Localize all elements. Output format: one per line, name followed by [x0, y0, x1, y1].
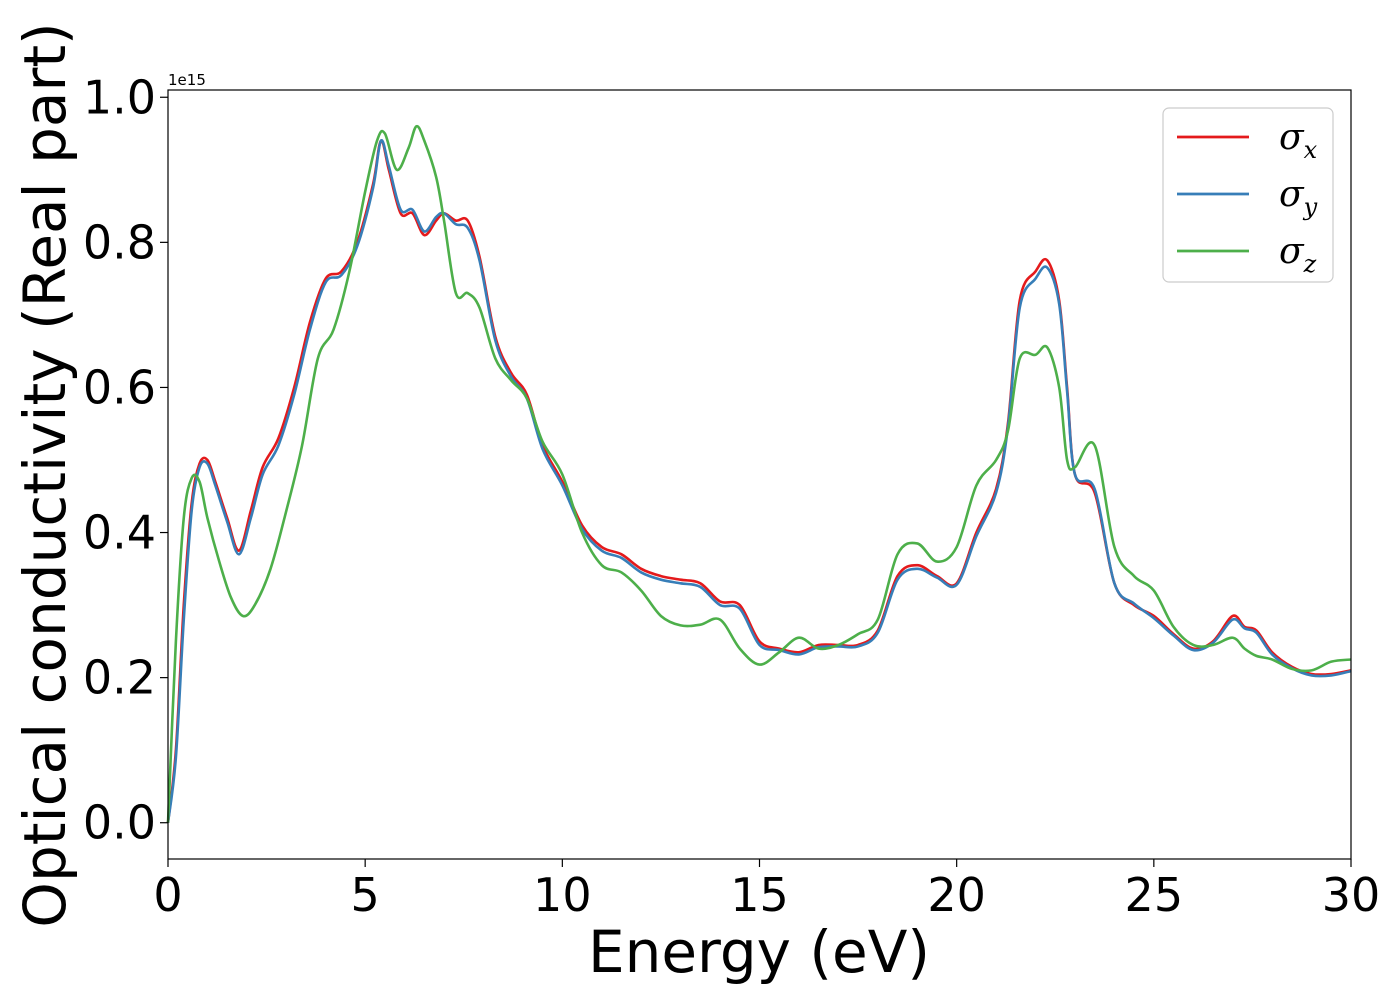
x-tick-label: 5	[351, 868, 380, 922]
x-tick-label: 15	[730, 868, 789, 922]
y-tick-label: 0.2	[83, 651, 156, 705]
x-tick-label: 10	[533, 868, 592, 922]
x-axis-label: Energy (eV)	[588, 918, 930, 986]
series-line-sigma-z	[166, 124, 1352, 823]
y-tick-label: 0.6	[83, 360, 156, 414]
x-tick-label: 0	[153, 868, 182, 922]
x-tick-label: 30	[1322, 868, 1381, 922]
x-tick-label: 20	[927, 868, 986, 922]
y-tick-label: 1.0	[83, 70, 156, 124]
y-tick-label: 0.4	[83, 506, 156, 560]
series-line-sigma-y	[166, 139, 1352, 823]
y-tick-label: 0.0	[83, 796, 156, 850]
y-axis: 0.0 0.2 0.4 0.6 0.8 1.0	[83, 70, 168, 850]
y-axis-label: Optical conductivity (Real part)	[11, 22, 79, 927]
y-tick-label: 0.8	[83, 215, 156, 269]
y-offset-label: 1e15	[168, 71, 206, 89]
x-axis: 0 5 10 15 20 25 30	[153, 859, 1380, 922]
x-tick-label: 25	[1125, 868, 1184, 922]
series-layer	[166, 124, 1352, 823]
